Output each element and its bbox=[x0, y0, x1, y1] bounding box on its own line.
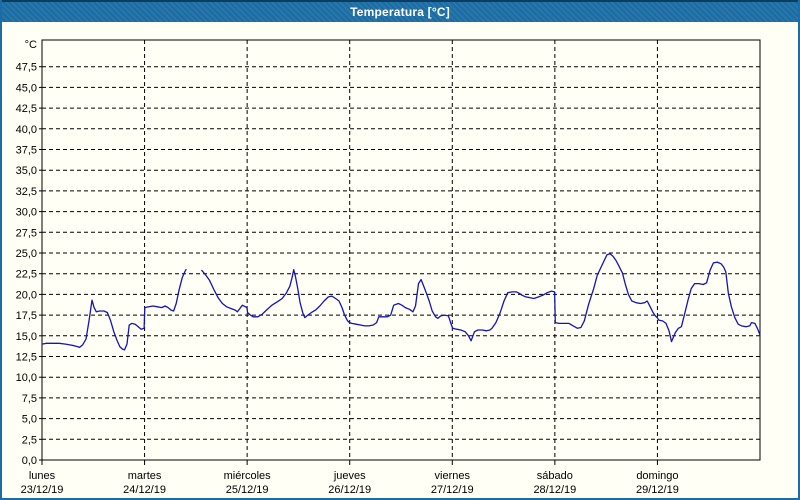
y-unit-label: °C bbox=[25, 39, 37, 51]
y-tick-label: 42,5 bbox=[16, 103, 37, 115]
x-day-date: 26/12/19 bbox=[328, 484, 371, 496]
y-tick-label: 15,0 bbox=[16, 331, 37, 343]
chart-panel: 0,0 2,5 5,0 7,5 10,0 12,5 15,0 17,5 20,0 22,5 25,0… bbox=[2, 22, 798, 496]
y-tick-label: 27,5 bbox=[16, 227, 37, 239]
x-day-name: martes bbox=[128, 470, 162, 482]
temperature-line bbox=[41, 253, 761, 351]
x-day-name: domingo bbox=[636, 470, 678, 482]
x-day-date: 27/12/19 bbox=[431, 484, 474, 496]
x-day-name: sábado bbox=[537, 470, 573, 482]
y-tick-label: 37,5 bbox=[16, 145, 37, 157]
x-day-date: 28/12/19 bbox=[533, 484, 576, 496]
y-tick-label: 32,5 bbox=[16, 186, 37, 198]
y-tick-label: 47,5 bbox=[16, 62, 37, 74]
y-tick-label: 22,5 bbox=[16, 269, 37, 281]
window-title: Temperatura [°C] bbox=[350, 5, 450, 19]
y-tick-label: 40,0 bbox=[16, 124, 37, 136]
y-tick-label: 12,5 bbox=[16, 352, 37, 364]
window-titlebar: Temperatura [°C] bbox=[2, 0, 798, 22]
plot-border bbox=[41, 39, 761, 461]
y-tick-label: 35,0 bbox=[16, 165, 37, 177]
x-day-name: jueves bbox=[333, 470, 366, 482]
y-tick-label: 45,0 bbox=[16, 82, 37, 94]
x-day-date: 25/12/19 bbox=[226, 484, 269, 496]
y-tick-label: 17,5 bbox=[16, 310, 37, 322]
y-tick-label: 20,0 bbox=[16, 289, 37, 301]
y-tick-label: 10,0 bbox=[16, 372, 37, 384]
x-day-name: lunes bbox=[29, 470, 56, 482]
y-tick-label: 0,0 bbox=[22, 455, 37, 467]
x-day-date: 23/12/19 bbox=[21, 484, 64, 496]
y-tick-label: 25,0 bbox=[16, 248, 37, 260]
x-day-name: miércoles bbox=[224, 470, 272, 482]
x-day-date: 29/12/19 bbox=[636, 484, 679, 496]
y-tick-label: 30,0 bbox=[16, 207, 37, 219]
y-tick-label: 2,5 bbox=[22, 434, 37, 446]
y-tick-label: 7,5 bbox=[22, 393, 37, 405]
x-day-name: viernes bbox=[435, 470, 471, 482]
x-day-date: 24/12/19 bbox=[123, 484, 166, 496]
temperature-chart: 0,0 2,5 5,0 7,5 10,0 12,5 15,0 17,5 20,0 22,5 25,0… bbox=[16, 39, 761, 496]
y-tick-label: 5,0 bbox=[22, 414, 37, 426]
